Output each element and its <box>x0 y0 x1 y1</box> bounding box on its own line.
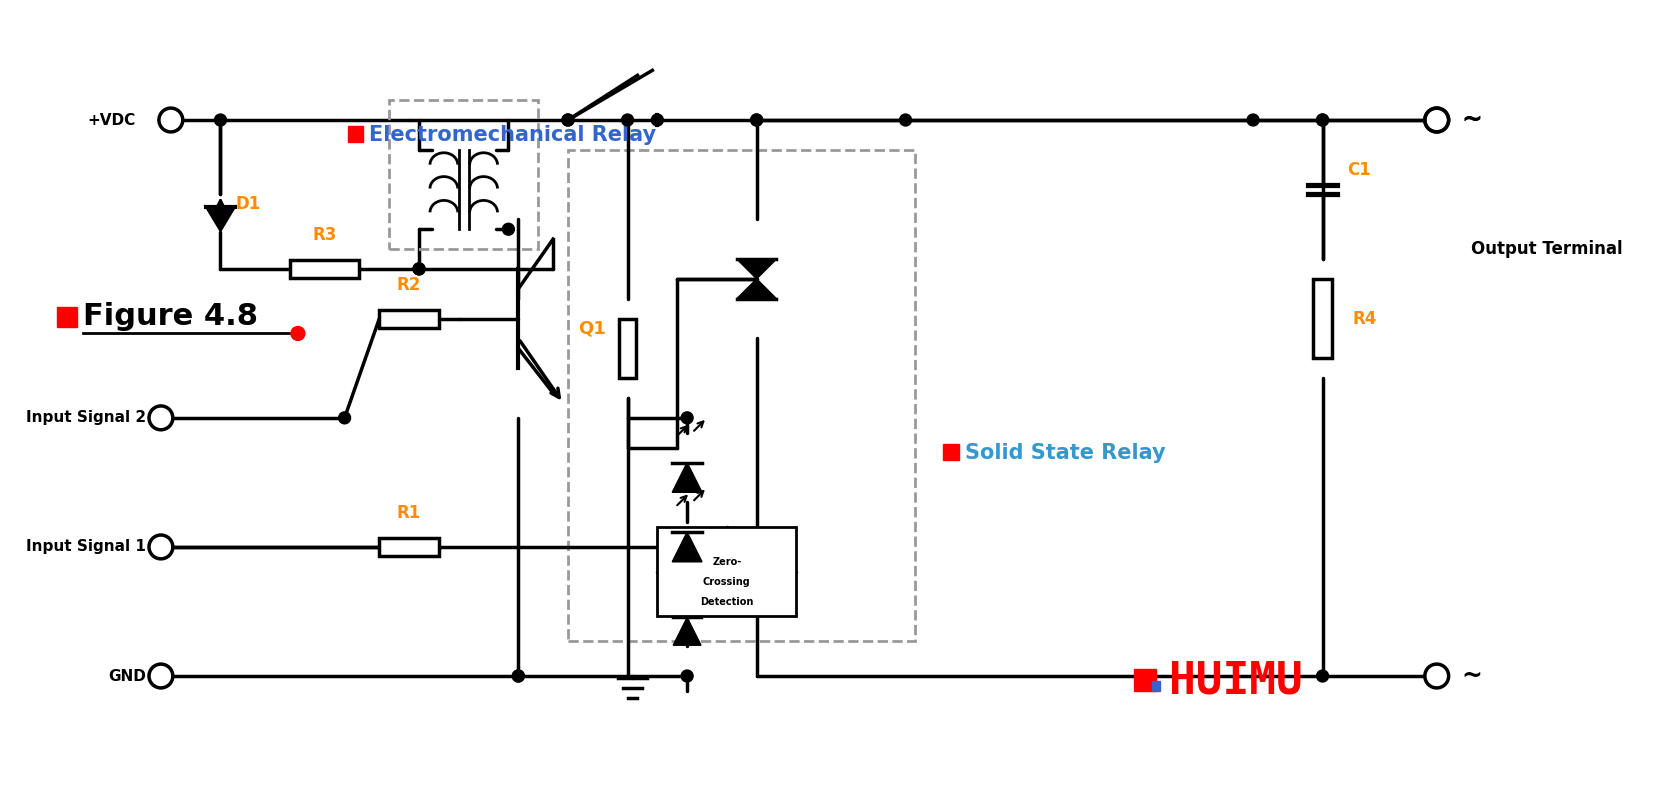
Circle shape <box>682 412 693 424</box>
Text: Input Signal 2: Input Signal 2 <box>25 410 146 425</box>
Text: +VDC: +VDC <box>87 113 136 128</box>
Text: GND: GND <box>107 669 146 684</box>
Bar <box>1152 681 1160 691</box>
Bar <box>618 318 636 378</box>
Text: C1: C1 <box>1347 160 1372 179</box>
Text: D1: D1 <box>235 196 260 213</box>
Text: Solid State Relay: Solid State Relay <box>965 443 1165 463</box>
Circle shape <box>512 670 524 682</box>
Polygon shape <box>672 532 702 562</box>
Text: HUIMU: HUIMU <box>1169 659 1303 702</box>
Polygon shape <box>205 207 235 231</box>
Text: Output Terminal: Output Terminal <box>1471 240 1624 258</box>
Circle shape <box>290 326 306 341</box>
Circle shape <box>1247 114 1259 126</box>
Circle shape <box>562 114 574 126</box>
Text: Figure 4.8: Figure 4.8 <box>84 302 259 331</box>
Text: Crossing: Crossing <box>704 577 751 587</box>
Text: Input Signal 1: Input Signal 1 <box>27 539 146 555</box>
Circle shape <box>512 670 524 682</box>
Circle shape <box>900 114 912 126</box>
Text: Detection: Detection <box>700 597 754 606</box>
Bar <box>658 527 796 616</box>
Text: ~: ~ <box>1461 664 1483 688</box>
Text: R2: R2 <box>396 276 421 294</box>
Circle shape <box>1316 114 1328 126</box>
Circle shape <box>1316 670 1328 682</box>
Circle shape <box>215 114 227 126</box>
Circle shape <box>621 114 633 126</box>
Text: Zero-: Zero- <box>712 557 742 567</box>
Text: R3: R3 <box>312 226 337 244</box>
Circle shape <box>562 114 574 126</box>
Text: R1: R1 <box>396 504 421 522</box>
Circle shape <box>651 114 663 126</box>
Circle shape <box>751 114 762 126</box>
Bar <box>379 538 438 556</box>
Bar <box>1313 279 1333 358</box>
Bar <box>57 306 77 326</box>
Text: ~: ~ <box>1461 108 1483 132</box>
Circle shape <box>751 114 762 126</box>
Circle shape <box>413 263 425 275</box>
Bar <box>290 260 359 278</box>
Text: R4: R4 <box>1352 310 1377 327</box>
Text: ~: ~ <box>1461 108 1483 132</box>
Polygon shape <box>672 463 702 492</box>
Circle shape <box>682 670 693 682</box>
Text: Electromechanical Relay: Electromechanical Relay <box>369 125 656 145</box>
Circle shape <box>502 223 514 235</box>
Bar <box>379 310 438 327</box>
Polygon shape <box>737 259 776 279</box>
Bar <box>944 444 959 460</box>
Polygon shape <box>737 279 776 298</box>
Circle shape <box>413 263 425 275</box>
Circle shape <box>1316 114 1328 126</box>
Text: Q1: Q1 <box>578 319 606 338</box>
Bar <box>1133 669 1155 691</box>
Polygon shape <box>673 618 702 646</box>
Circle shape <box>339 412 351 424</box>
Bar <box>348 126 363 142</box>
